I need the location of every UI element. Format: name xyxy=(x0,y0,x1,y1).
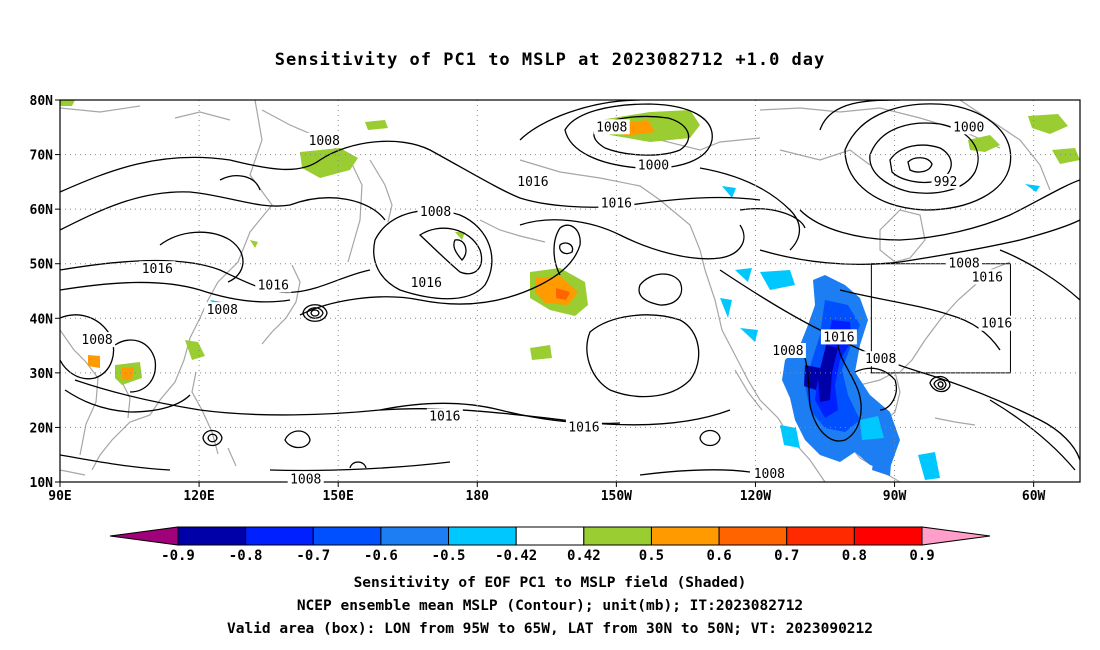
contour-label-bg xyxy=(565,419,602,435)
colorbar-swatch xyxy=(650,526,720,546)
contour-label-bg xyxy=(287,471,324,487)
contour-label: 1000 xyxy=(953,120,984,135)
colorbar-label: -0.6 xyxy=(364,548,398,564)
colorbar-label: -0.9 xyxy=(161,548,195,564)
lon-tick-label: 120E xyxy=(183,489,214,504)
colorbar-swatch xyxy=(448,526,517,546)
caption-shading: Sensitivity of EOF PC1 to MSLP field (Sh… xyxy=(353,575,747,591)
caption-contour: NCEP ensemble mean MSLP (Contour); unit(… xyxy=(296,598,804,614)
contour-label: 1008 xyxy=(290,472,321,487)
contour-label: 992 xyxy=(934,175,957,190)
contour-label-bg xyxy=(514,173,551,189)
lat-tick-label: 40N xyxy=(30,312,54,327)
contour-label: 1016 xyxy=(142,262,173,277)
contour-label: 1016 xyxy=(972,270,1003,285)
colorbar: -0.9 -0.8 -0.7 -0.6 -0.5 -0.42 0.42 0.5 0.6 0.7 0.… xyxy=(109,526,991,564)
contour-label: 1016 xyxy=(601,197,632,212)
contour-label: 1008 xyxy=(207,303,238,318)
colorbar-max-extension xyxy=(921,526,991,546)
colorbar-label: -0.8 xyxy=(229,548,263,564)
colorbar-swatch xyxy=(583,526,652,546)
colorbar-label: 0.6 xyxy=(706,548,731,564)
contour-label-bg xyxy=(306,132,343,148)
colorbar-label: -0.7 xyxy=(296,548,330,564)
contour-label: 1008 xyxy=(948,257,979,272)
lon-tick-label: 90E xyxy=(48,489,71,504)
contour-label-bg xyxy=(862,351,899,367)
contour-label-bg xyxy=(946,255,983,271)
contour-label-bg xyxy=(635,157,672,173)
colorbar-swatch xyxy=(177,526,247,546)
colorbar-swatch xyxy=(245,526,314,546)
contour-label: 1008 xyxy=(81,333,112,348)
lon-tick-label: 60W xyxy=(1022,489,1046,504)
colorbar-swatch xyxy=(853,526,923,546)
colorbar-swatch xyxy=(515,526,585,546)
lat-tick-label: 80N xyxy=(30,94,54,109)
contour-label: 1016 xyxy=(981,317,1012,332)
colorbar-min-extension xyxy=(109,526,179,546)
contour-label-bg xyxy=(978,315,1015,331)
colorbar-label: 0.8 xyxy=(842,548,867,564)
contour-label-bg xyxy=(408,274,445,290)
contour-label-bg xyxy=(950,119,987,135)
lon-tick-label: 90W xyxy=(883,489,907,504)
contour-labels: 1008100810001016100810161000992100810161… xyxy=(79,119,1015,487)
contour-label-bg xyxy=(598,195,635,211)
contour-label: 1016 xyxy=(411,276,442,291)
contour-label: 1008 xyxy=(772,344,803,359)
contour-label-bg xyxy=(969,269,1006,285)
contour-label-bg xyxy=(204,302,241,318)
lat-tick-label: 10N xyxy=(30,476,54,491)
contour-label: 1016 xyxy=(258,279,289,294)
map-frame xyxy=(59,99,1081,483)
contour-label-bg xyxy=(417,203,454,219)
colorbar-label: 0.42 xyxy=(567,548,601,564)
lat-tick-label: 30N xyxy=(30,367,54,382)
contour-label: 1008 xyxy=(420,205,451,220)
contour-label-bg xyxy=(255,277,292,293)
contour-label: 1008 xyxy=(596,120,627,135)
contour-label-bg xyxy=(79,332,116,348)
lat-lon-grid xyxy=(60,100,1080,482)
contour-label: 1008 xyxy=(309,134,340,149)
lon-axis-labels: 90E 120E 150E 180 150W 120W 90W 60W xyxy=(48,482,1046,504)
lat-tick-label: 50N xyxy=(30,258,54,273)
contour-label-bg xyxy=(593,119,630,135)
map-title: Sensitivity of PC1 to MSLP at 2023082712… xyxy=(274,50,826,70)
lat-tick-label: 20N xyxy=(30,421,54,436)
lon-tick-label: 180 xyxy=(466,489,490,504)
contour-label: 1016 xyxy=(429,410,460,425)
colorbar-swatch xyxy=(380,526,450,546)
contour-label-bg xyxy=(751,465,788,481)
contour-label: 1016 xyxy=(823,330,854,345)
contour-label-bg xyxy=(931,173,960,189)
colorbar-label: -0.5 xyxy=(432,548,466,564)
lat-tick-label: 60N xyxy=(30,203,54,218)
colorbar-swatch xyxy=(718,526,788,546)
colorbar-label: 0.7 xyxy=(774,548,799,564)
lat-tick-label: 70N xyxy=(30,149,54,164)
caption-valid-area: Valid area (box): LON from 95W to 65W, L… xyxy=(226,621,873,637)
lon-tick-label: 150E xyxy=(323,489,354,504)
contour-label-bg xyxy=(139,261,176,277)
contour-label-bg xyxy=(769,343,806,359)
contour-label: 1000 xyxy=(638,158,669,173)
colorbar-swatch xyxy=(786,526,855,546)
colorbar-swatch xyxy=(312,526,382,546)
contour-label: 1016 xyxy=(568,420,599,435)
lat-axis-labels: 80N 70N 60N 50N 40N 30N 20N 10N xyxy=(30,94,60,491)
colorbar-label: -0.42 xyxy=(495,548,537,564)
contour-label: 1008 xyxy=(865,352,896,367)
colorbar-label: 0.5 xyxy=(639,548,664,564)
contour-label-bg xyxy=(426,408,463,424)
lon-tick-label: 150W xyxy=(601,489,632,504)
contour-label-bg xyxy=(820,329,857,345)
colorbar-label: 0.9 xyxy=(909,548,934,564)
lon-tick-label: 120W xyxy=(740,489,771,504)
contour-label: 1016 xyxy=(517,175,548,190)
contour-label: 1008 xyxy=(754,467,785,482)
